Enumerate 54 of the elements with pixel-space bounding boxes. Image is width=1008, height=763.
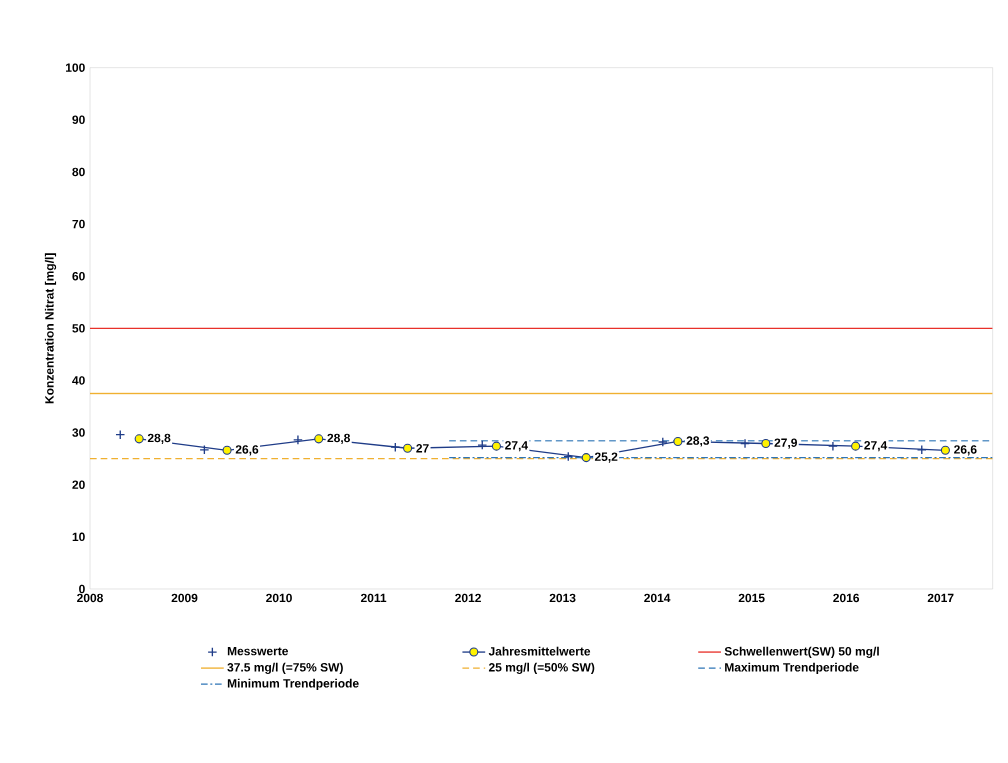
legend-label: 25 mg/l (=50% SW): [488, 662, 595, 674]
point: [134, 434, 144, 444]
point: [314, 434, 324, 444]
y-tick-label: 20: [72, 480, 85, 489]
legend-label: Maximum Trendperiode: [725, 662, 859, 674]
x-tick-label: 2009: [171, 593, 198, 603]
data-label: 26,6: [235, 445, 259, 456]
point: [403, 443, 413, 453]
x-tick-label: 2008: [77, 593, 103, 603]
point: [581, 453, 591, 463]
data-label: 26,6: [954, 445, 977, 456]
legend-label: Jahresmittelwerte: [488, 646, 591, 656]
point: [222, 445, 232, 455]
data-label: 28,8: [327, 433, 350, 444]
legend-label: 37.5 mg/l (=75% SW): [227, 662, 343, 674]
y-tick-label: 100: [66, 63, 85, 72]
x-tick-label: 2012: [455, 593, 481, 603]
data-label: 28,8: [147, 433, 171, 444]
y-tick-label: 30: [72, 428, 85, 437]
data-label: 27,4: [864, 441, 888, 452]
point: [477, 440, 488, 451]
y-tick-label: 50: [72, 324, 85, 333]
y-axis-title: Konzentration Nitrat [mg/l]: [44, 253, 57, 404]
data-label: 25,2: [594, 452, 618, 463]
data-label: 27,9: [774, 438, 797, 449]
point: [491, 441, 501, 451]
point: [673, 436, 683, 446]
legend-label: Schwellenwert(SW) 50 mg/l: [724, 646, 879, 658]
y-tick-label: 0: [79, 584, 85, 594]
point: [293, 434, 303, 445]
y-tick-label: 10: [72, 532, 85, 542]
x-tick-label: 2013: [549, 593, 576, 603]
x-tick-label: 2014: [644, 593, 671, 603]
y-tick-label: 60: [72, 271, 85, 281]
point: [740, 438, 750, 449]
point: [940, 445, 950, 455]
legend-label: Messwerte: [227, 646, 289, 656]
point: [827, 441, 838, 452]
data-label: 28,3: [686, 436, 710, 447]
x-tick-label: 2017: [927, 593, 954, 603]
data-label: 27,4: [505, 441, 528, 452]
y-tick-label: 90: [72, 115, 85, 125]
legend-label: Minimum Trendperiode: [227, 678, 359, 690]
x-tick-label: 2010: [266, 593, 292, 603]
y-tick-label: 80: [72, 167, 85, 177]
x-tick-label: 2015: [738, 593, 765, 603]
point: [761, 439, 771, 449]
y-tick-label: 40: [72, 376, 85, 385]
point: [657, 437, 668, 447]
x-tick-label: 2016: [833, 593, 860, 603]
x-tick-label: 2011: [360, 593, 387, 603]
data-label: 27: [416, 444, 429, 453]
y-tick-label: 70: [72, 219, 85, 229]
point: [851, 441, 861, 451]
